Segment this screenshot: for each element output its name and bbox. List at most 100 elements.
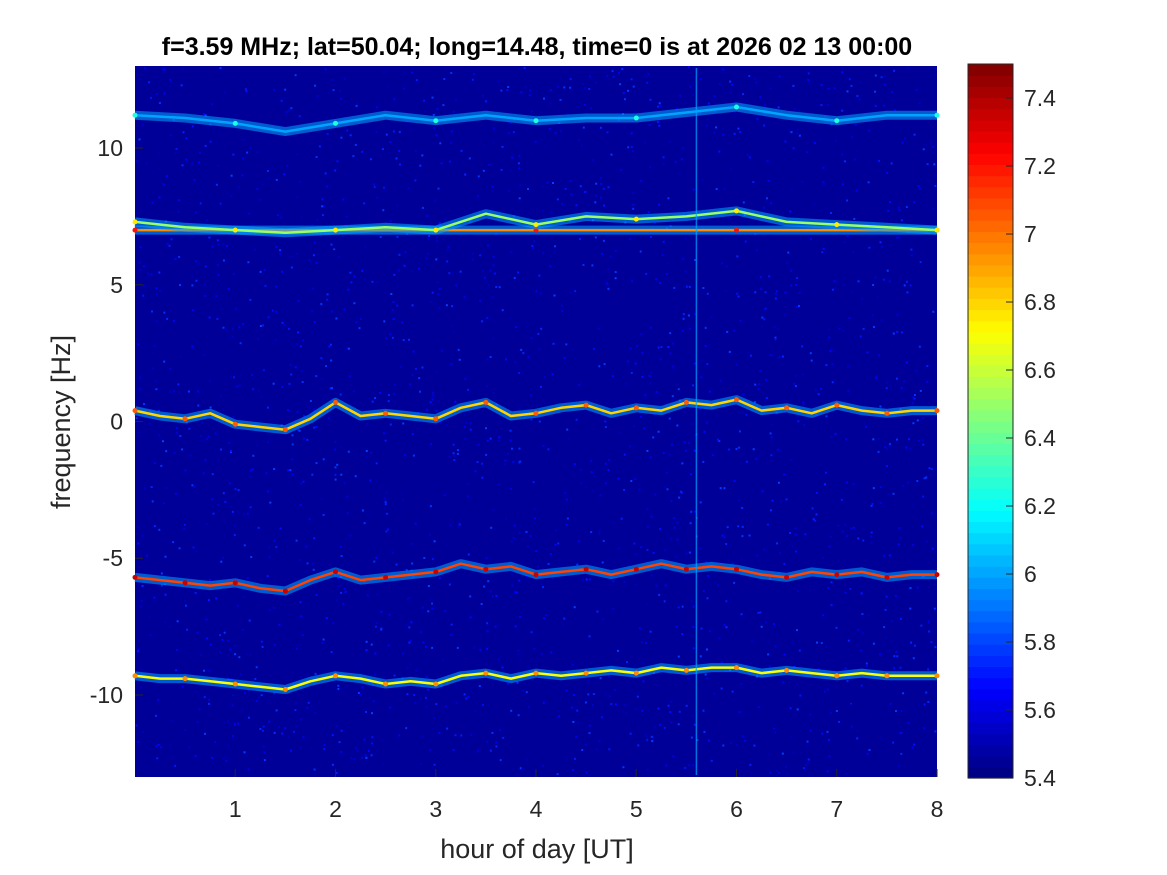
noise-speck bbox=[912, 422, 915, 425]
noise-speck bbox=[900, 732, 903, 735]
noise-speck bbox=[444, 705, 447, 708]
noise-speck bbox=[335, 317, 338, 320]
noise-speck bbox=[897, 765, 900, 768]
noise-speck bbox=[716, 763, 718, 766]
noise-speck bbox=[333, 250, 336, 252]
noise-speck bbox=[193, 179, 196, 182]
noise-speck bbox=[683, 440, 686, 443]
noise-speck bbox=[820, 209, 823, 212]
noise-speck bbox=[807, 758, 810, 761]
noise-speck bbox=[685, 552, 688, 555]
noise-speck bbox=[852, 526, 855, 529]
noise-speck bbox=[742, 201, 745, 204]
noise-speck bbox=[604, 426, 607, 429]
noise-speck bbox=[491, 298, 494, 301]
noise-speck bbox=[330, 310, 333, 313]
noise-speck bbox=[153, 596, 156, 599]
noise-speck bbox=[918, 102, 921, 105]
noise-speck bbox=[594, 194, 597, 197]
noise-speck bbox=[163, 360, 166, 363]
noise-speck bbox=[667, 346, 670, 348]
noise-speck bbox=[598, 740, 601, 743]
noise-speck bbox=[739, 320, 742, 322]
noise-speck bbox=[770, 202, 773, 205]
noise-speck bbox=[285, 750, 288, 753]
noise-speck bbox=[207, 435, 210, 438]
noise-speck bbox=[482, 94, 484, 97]
noise-speck bbox=[646, 81, 649, 84]
trace-4-point bbox=[333, 569, 338, 575]
noise-speck bbox=[263, 751, 266, 754]
noise-speck bbox=[279, 249, 282, 252]
noise-speck bbox=[801, 345, 804, 348]
trace-5-point bbox=[583, 670, 589, 676]
noise-speck bbox=[867, 181, 870, 184]
noise-speck bbox=[727, 606, 730, 609]
noise-speck bbox=[229, 700, 232, 703]
trace-0-point bbox=[433, 118, 439, 124]
noise-speck bbox=[664, 403, 667, 406]
noise-speck bbox=[225, 328, 228, 331]
noise-speck bbox=[847, 639, 850, 642]
noise-speck bbox=[273, 731, 276, 734]
colorbar-tick-label: 6.2 bbox=[1024, 493, 1056, 519]
noise-speck bbox=[530, 337, 533, 340]
noise-speck bbox=[738, 499, 741, 502]
noise-speck bbox=[221, 638, 224, 641]
noise-speck bbox=[357, 692, 360, 694]
noise-speck bbox=[606, 281, 608, 284]
noise-speck bbox=[822, 247, 825, 250]
noise-speck bbox=[296, 196, 299, 199]
noise-speck bbox=[843, 241, 846, 244]
noise-speck bbox=[685, 285, 688, 288]
noise-speck bbox=[775, 290, 778, 293]
noise-speck bbox=[764, 621, 767, 624]
noise-speck bbox=[357, 216, 360, 219]
trace-5-point bbox=[734, 665, 739, 671]
noise-speck bbox=[204, 459, 207, 462]
noise-speck bbox=[338, 90, 341, 93]
noise-speck bbox=[791, 640, 794, 643]
noise-speck bbox=[330, 343, 332, 346]
noise-speck bbox=[606, 283, 609, 286]
noise-speck bbox=[655, 278, 658, 281]
noise-speck bbox=[926, 365, 929, 367]
noise-speck bbox=[708, 343, 710, 346]
noise-speck bbox=[679, 78, 682, 81]
noise-speck bbox=[866, 752, 869, 755]
noise-speck bbox=[440, 349, 443, 352]
noise-speck bbox=[830, 435, 833, 438]
noise-speck bbox=[899, 666, 902, 669]
noise-speck bbox=[352, 155, 355, 158]
noise-speck bbox=[567, 113, 570, 116]
noise-speck bbox=[796, 414, 799, 417]
trace-5-point bbox=[433, 681, 439, 687]
noise-speck bbox=[412, 454, 415, 457]
noise-speck bbox=[829, 350, 832, 352]
colorbar-band bbox=[968, 175, 1013, 188]
noise-speck bbox=[682, 317, 685, 320]
noise-speck bbox=[147, 272, 150, 275]
noise-speck bbox=[754, 77, 757, 80]
noise-speck bbox=[198, 262, 201, 265]
noise-speck bbox=[822, 166, 825, 169]
noise-speck bbox=[182, 131, 185, 134]
noise-speck bbox=[209, 643, 212, 646]
noise-speck bbox=[326, 133, 329, 135]
noise-speck bbox=[155, 93, 158, 96]
noise-speck bbox=[151, 367, 154, 370]
noise-speck bbox=[352, 390, 355, 393]
noise-speck bbox=[770, 509, 772, 512]
noise-speck bbox=[371, 736, 374, 739]
noise-speck bbox=[335, 772, 338, 775]
noise-speck bbox=[522, 689, 524, 692]
noise-speck bbox=[702, 287, 705, 289]
noise-speck bbox=[754, 291, 757, 294]
noise-speck bbox=[236, 604, 239, 607]
noise-speck bbox=[729, 91, 732, 94]
noise-speck bbox=[584, 191, 587, 193]
noise-speck bbox=[833, 280, 836, 283]
noise-speck bbox=[457, 381, 460, 384]
noise-speck bbox=[232, 415, 235, 418]
noise-speck bbox=[778, 356, 781, 358]
